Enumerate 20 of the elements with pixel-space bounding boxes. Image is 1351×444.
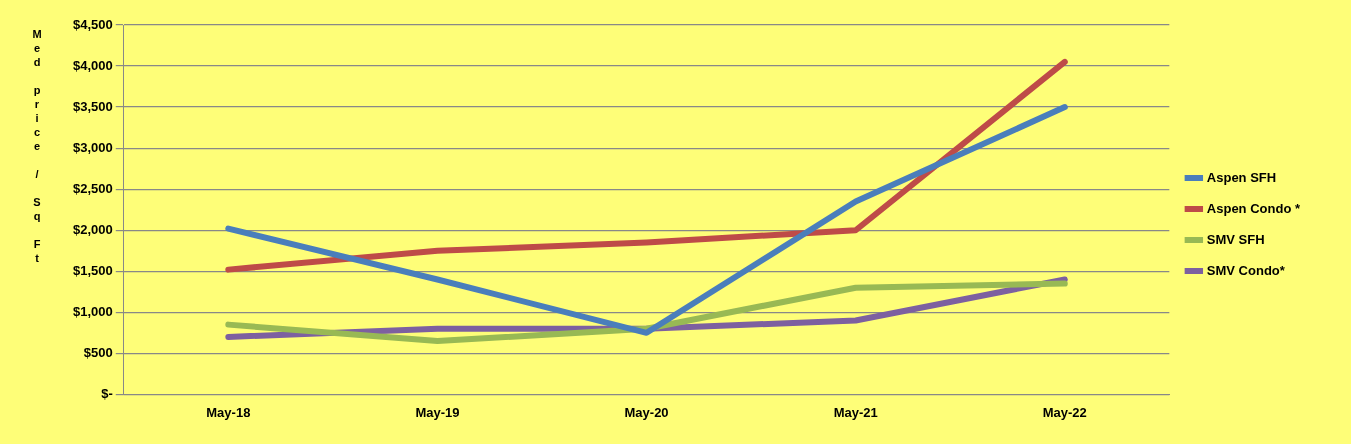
y-tick-label: $2,000 xyxy=(73,221,113,237)
x-tick-label: May-22 xyxy=(1042,404,1087,420)
legend-label: SMV SFH xyxy=(1206,231,1265,247)
legend-label: Aspen SFH xyxy=(1206,169,1277,185)
y-tick-label: $2,500 xyxy=(73,180,113,196)
y-tick-label: $4,500 xyxy=(73,16,113,32)
y-tick-label: $3,500 xyxy=(73,98,113,114)
y-tick-label: $1,500 xyxy=(73,262,113,278)
x-tick-label: May-21 xyxy=(833,404,878,420)
y-tick-label: $1,000 xyxy=(73,303,113,319)
legend-label: Aspen Condo * xyxy=(1206,200,1301,216)
y-tick-label: $- xyxy=(101,385,113,401)
y-tick-label: $3,000 xyxy=(73,139,113,155)
y-tick-label: $4,000 xyxy=(73,57,113,73)
x-tick-label: May-20 xyxy=(624,404,669,420)
x-tick-label: May-18 xyxy=(206,404,251,420)
legend-label: SMV Condo* xyxy=(1206,262,1286,278)
y-tick-label: $500 xyxy=(83,344,113,360)
y-axis-title: Med price / Sq Ft xyxy=(30,28,44,266)
x-tick-label: May-19 xyxy=(415,404,460,420)
